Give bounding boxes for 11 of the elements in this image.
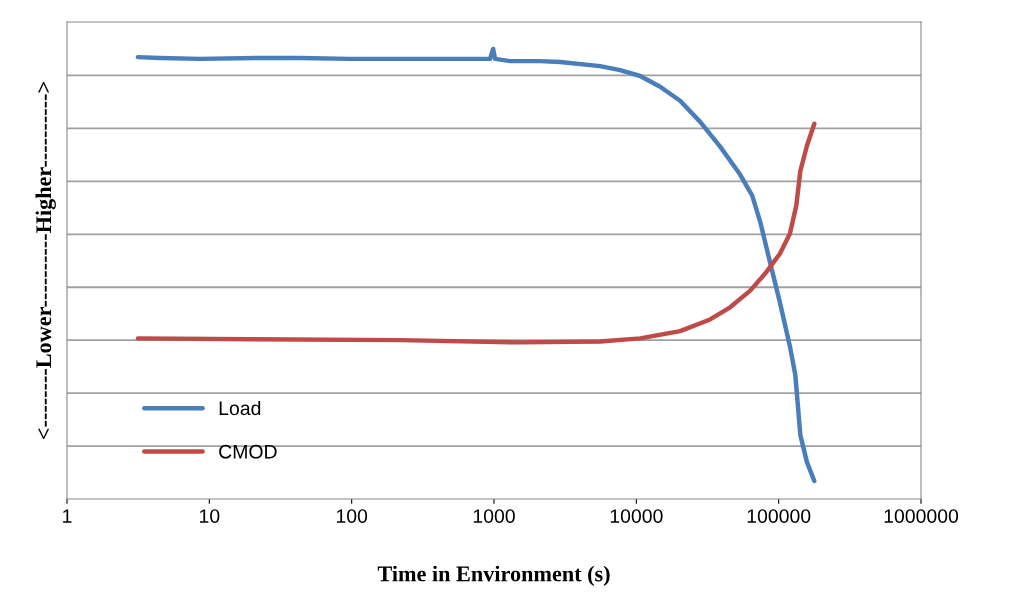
x-tick-label: 10: [200, 509, 220, 523]
x-axis-title: Time in Environment (s): [377, 565, 610, 586]
legend-label: CMOD: [219, 444, 277, 459]
legend-label: Load: [219, 400, 261, 416]
y-axis-title: <--------Lower----------Higher---------->: [35, 82, 56, 439]
x-tick-label: 100: [336, 509, 368, 523]
x-tick-label: 1000: [473, 509, 515, 523]
x-tick-label: 1000000: [884, 509, 959, 523]
x-tick-label: 10000: [610, 509, 663, 523]
x-tick-label: 100000: [747, 509, 811, 523]
x-tick-label: 1: [63, 509, 72, 523]
